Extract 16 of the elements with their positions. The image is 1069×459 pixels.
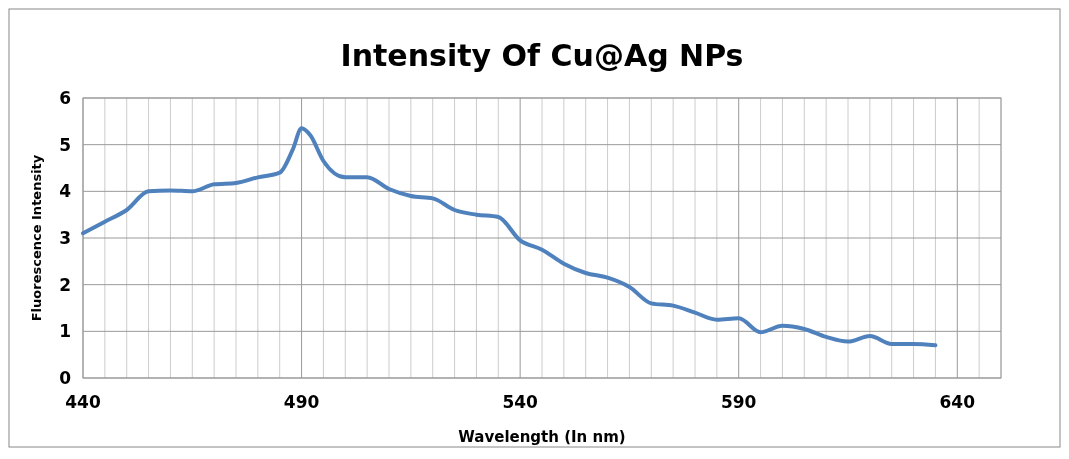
y-tick-label: 0: [59, 367, 72, 388]
y-tick-label: 2: [59, 274, 71, 295]
y-tick-label: 3: [59, 227, 71, 248]
y-tick-label: 1: [59, 321, 71, 342]
x-axis-title: Wavelength (In nm): [458, 428, 626, 446]
line-series: [81, 126, 938, 348]
x-tick-label: 540: [502, 392, 539, 412]
x-tick-label: 640: [939, 392, 976, 412]
y-axis-title: Fluorescence Intensity: [29, 154, 44, 322]
chart-title: Intensity Of Cu@Ag NPs: [340, 38, 744, 73]
y-tick-label: 4: [59, 181, 72, 202]
x-tick-label: 440: [65, 392, 101, 412]
y-tick-label: 6: [59, 87, 71, 108]
x-tick-label: 590: [720, 392, 757, 412]
x-tick-label: 490: [283, 392, 320, 412]
y-tick-label: 5: [59, 134, 71, 155]
